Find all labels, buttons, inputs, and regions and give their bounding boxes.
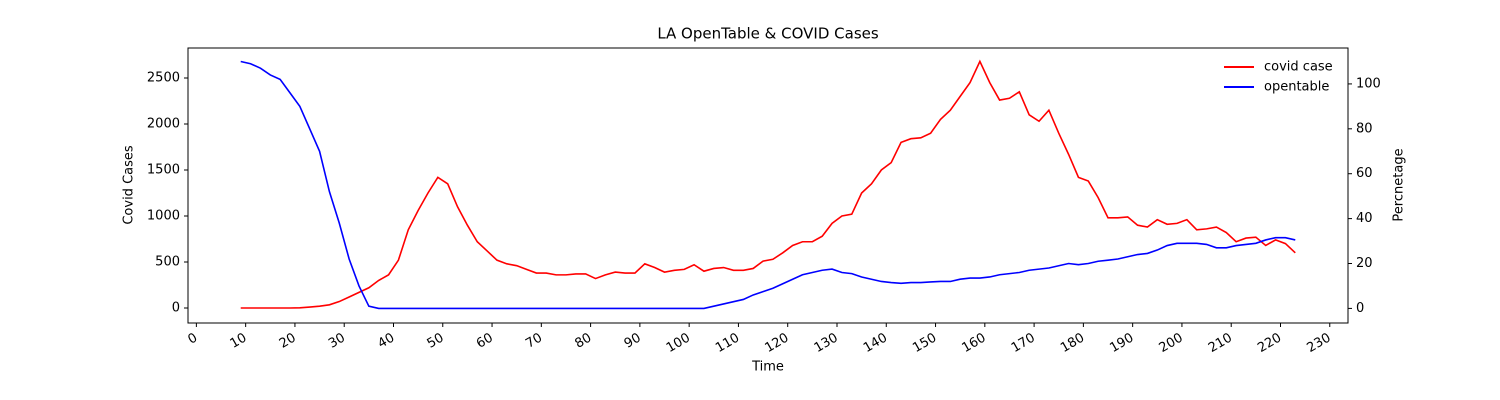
y-tick-label: 0 (172, 301, 180, 316)
x-tick-label: 10 (228, 331, 250, 352)
y-axis-label: Covid Cases (122, 145, 137, 225)
y2-axis-label: Percnetage (1392, 148, 1407, 221)
x-tick-label: 130 (812, 331, 841, 356)
x-tick-label: 30 (326, 331, 348, 352)
y-tick-label: 1500 (147, 162, 180, 177)
y2-tick-label: 0 (1356, 301, 1364, 316)
y-tick-label: 1000 (147, 208, 180, 223)
x-tick-label: 220 (1255, 331, 1284, 356)
x-tick-label: 60 (474, 331, 496, 352)
x-tick-label: 200 (1157, 331, 1186, 356)
legend-label: covid case (1264, 60, 1333, 75)
x-tick-label: 80 (573, 331, 595, 352)
y2-tick-label: 100 (1356, 76, 1381, 91)
y2-tick-label: 80 (1356, 121, 1373, 136)
legend-label: opentable (1264, 80, 1329, 95)
x-tick-label: 150 (910, 331, 939, 356)
x-axis-label: Time (751, 360, 784, 375)
chart-title: LA OpenTable & COVID Cases (657, 25, 879, 43)
x-tick-label: 140 (861, 331, 890, 356)
x-tick-label: 210 (1206, 331, 1235, 356)
line-series (240, 59, 1296, 309)
x-tick-label: 110 (713, 331, 742, 356)
x-tick-label: 70 (523, 331, 545, 352)
x-tick-label: 230 (1305, 331, 1334, 356)
y2-tick-label: 20 (1356, 256, 1373, 271)
y2-tick-label: 40 (1356, 211, 1373, 226)
x-tick-label: 20 (277, 331, 299, 352)
x-tick-label: 40 (375, 331, 397, 352)
y-tick-label: 500 (155, 255, 180, 270)
line-series (240, 60, 1296, 310)
x-tick-label: 170 (1009, 331, 1038, 356)
x-tick-label: 160 (960, 331, 989, 356)
plot-frame (187, 47, 1349, 324)
y-tick-label: 2000 (147, 116, 180, 131)
x-tick-label: 120 (762, 331, 791, 356)
x-tick-label: 50 (425, 331, 447, 352)
y2-tick-label: 60 (1356, 166, 1373, 181)
x-tick-label: 100 (664, 331, 693, 356)
x-tick-label: 190 (1107, 331, 1136, 356)
x-tick-label: 90 (622, 331, 644, 352)
x-tick-label: 180 (1058, 331, 1087, 356)
x-tick-label: 0 (185, 331, 200, 348)
y-tick-label: 2500 (147, 70, 180, 85)
